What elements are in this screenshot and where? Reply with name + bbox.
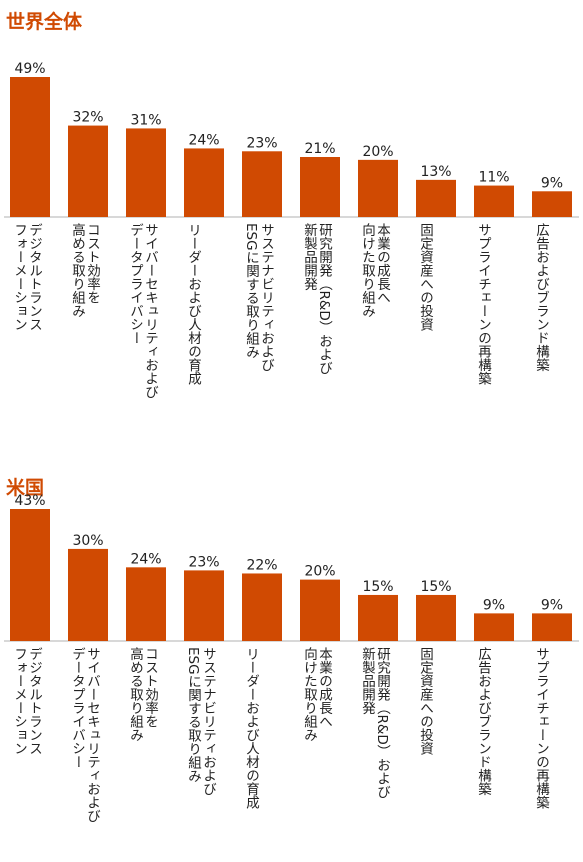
category-label: 研究開発（R&D）および 新製品開発 [301,223,332,375]
data-label: 20% [304,564,335,580]
bar [242,151,282,217]
data-label: 32% [72,110,103,126]
data-label: 15% [420,579,451,595]
data-label: 9% [483,597,505,613]
data-label: 20% [362,144,393,160]
bar [68,125,108,217]
bar [184,570,224,641]
data-label: 30% [72,533,103,549]
category-label: 広告およびブランド構築 [475,647,491,796]
data-label: 24% [188,132,219,148]
bar [474,185,514,217]
category-label: サプライチェーンの再構築 [533,647,549,809]
chart-title: 世界全体 [6,11,83,33]
data-label: 24% [130,551,161,567]
category-label: サプライチェーンの再構築 [475,223,491,385]
bar [68,548,108,641]
data-label: 21% [304,141,335,157]
bar [184,148,224,217]
category-label: リーダーおよび人材の育成 [185,223,201,385]
category-label: 固定資産への投資 [417,223,433,331]
bar [532,613,572,641]
bar-chart-us: 43% 30% 24% 23% 22% 20% 15% 15% 9% 9% [4,493,579,642]
category-label: デジタルトランス フォーメーション [11,647,42,755]
bar [10,509,50,641]
bar [126,128,166,217]
category-label: 広告およびブランド構築 [533,223,549,372]
data-label: 9% [541,175,563,191]
bar [358,159,398,217]
bar [416,179,456,217]
data-label: 43% [14,493,45,509]
data-label: 13% [420,164,451,180]
data-label: 49% [14,61,45,77]
bar [532,191,572,217]
bar [242,573,282,641]
category-label: デジタルトランス フォーメーション [11,223,42,331]
data-label: 11% [478,170,509,186]
category-label: コスト効率を 高める取り組み [69,223,100,318]
category-label: 固定資産への投資 [417,647,433,755]
bar [10,77,50,217]
bar [358,594,398,641]
bar [300,157,340,217]
data-label: 23% [246,135,277,151]
category-label: サステナビリティおよび ESGに関する取り組み [185,647,216,796]
bar [300,579,340,641]
category-label: 本業の成長へ 向けた取り組み [301,647,332,742]
bar [474,613,514,641]
bar [416,594,456,641]
bar [126,567,166,641]
data-label: 15% [362,579,393,595]
category-label: サイバーセキュリティおよび データプライバシー [69,647,100,823]
data-label: 9% [541,597,563,613]
chart-title: 米国 [6,477,45,499]
data-label: 22% [246,557,277,573]
category-label: コスト効率を 高める取り組み [127,647,158,742]
bar-chart-world: 49% 32% 31% 24% 23% 21% 20% 13% 11% 9% [4,61,579,218]
category-label: リーダーおよび人材の育成 [243,647,259,809]
category-label: サステナビリティおよび ESGに関する取り組み [243,223,274,372]
category-label: サイバーセキュリティおよび データプライバシー [127,223,158,399]
category-label: 研究開発（R&D）および 新製品開発 [359,647,390,799]
data-label: 23% [188,554,219,570]
data-label: 31% [130,112,161,128]
category-label: 本業の成長へ 向けた取り組み [359,223,390,318]
